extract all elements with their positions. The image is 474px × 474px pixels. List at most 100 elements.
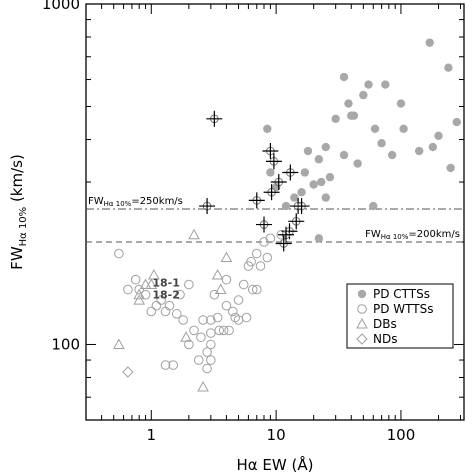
data-point-filled-circle	[444, 63, 453, 72]
data-point-open-circle	[262, 252, 273, 263]
data-point-open-circle	[134, 284, 144, 295]
data-point-filled-circle	[377, 139, 386, 148]
data-point-plus-circle	[275, 235, 292, 252]
legend-label: PD WTTSs	[373, 302, 433, 316]
data-point-open-circle	[251, 248, 262, 259]
data-point-open-circle	[168, 360, 179, 370]
data-point-open-triangle	[188, 228, 200, 240]
point-labels: 18-118-2	[152, 277, 180, 302]
legend-marker	[357, 289, 367, 299]
data-point-open-circle	[140, 289, 151, 300]
legend-label: DBs	[373, 317, 397, 331]
data-point-filled-circle	[425, 38, 434, 47]
data-point-plus-circle	[288, 213, 305, 230]
data-point-open-circle	[184, 339, 194, 350]
data-point-open-triangle	[113, 338, 125, 349]
data-point-open-circle	[255, 261, 266, 271]
data-point-open-circle	[202, 347, 212, 357]
data-point-filled-circle	[314, 234, 324, 243]
data-point-plus-circle	[265, 153, 282, 170]
data-point-open-circle	[196, 332, 206, 343]
data-point-open-triangle	[133, 288, 146, 300]
data-point-open-circle	[202, 363, 212, 374]
data-point-open-circle	[218, 325, 229, 336]
y-tick-label: 1000	[42, 0, 80, 13]
data-point-filled-circle	[309, 180, 318, 189]
data-point-filled-circle	[452, 117, 461, 127]
data-point-filled-circle	[344, 99, 353, 108]
data-point-open-circle	[156, 295, 166, 305]
data-point-open-circle	[151, 300, 162, 311]
data-point-open-circle	[238, 279, 249, 290]
data-point-filled-circle	[325, 172, 335, 182]
reference-lines: FWHα 10%=250km/s FWHα 10%=200km/s	[86, 196, 464, 243]
data-point-filled-circle	[364, 80, 373, 89]
data-point-open-circle	[198, 315, 208, 325]
data-point-filled-circle	[381, 80, 390, 89]
data-point-plus-circle	[206, 110, 223, 127]
data-point-open-triangle	[133, 294, 146, 305]
data-point-filled-circle	[339, 72, 349, 82]
data-point-plus-circle	[293, 198, 310, 215]
legend-marker	[357, 304, 367, 314]
data-point-open-circle	[160, 360, 171, 370]
x-tick-label: 1	[146, 426, 156, 444]
y-axis-title-units: (km/s)	[8, 154, 26, 207]
data-point-filled-circle	[290, 193, 299, 202]
data-point-open-circle	[130, 274, 141, 285]
data-point-filled-circle	[339, 150, 349, 160]
data-point-filled-circle	[353, 159, 362, 168]
data-point-open-circle	[193, 355, 204, 365]
plot-frame	[85, 3, 465, 421]
data-point-filled-circle	[321, 142, 330, 152]
data-point-open-triangle	[197, 380, 209, 392]
data-point-open-circle	[221, 274, 232, 285]
reference-line-label: FWHα 10%=200km/s	[365, 229, 460, 241]
data-point-plus-circle	[263, 184, 280, 201]
data-point-open-circle	[251, 284, 262, 295]
data-point-filled-circle	[370, 124, 380, 133]
data-point-filled-circle	[314, 155, 324, 164]
data-point-open-circle	[214, 325, 224, 336]
data-point-open-triangle	[148, 268, 160, 280]
data-point-open-circle	[233, 295, 244, 305]
data-point-filled-circle	[387, 150, 397, 160]
data-point-open-circle	[221, 300, 232, 311]
data-point-open-circle	[123, 284, 133, 295]
data-point-open-circle	[259, 237, 269, 247]
y-axis-title-sub: Hα 10%	[18, 207, 29, 247]
y-axis-title: FWHα 10% (km/s)	[8, 154, 29, 270]
data-point-open-circle	[206, 355, 216, 365]
x-tick-label: 10	[267, 426, 286, 444]
data-point-open-circle	[160, 306, 171, 317]
data-point-filled-circle	[331, 114, 340, 124]
data-point-plus-circle	[270, 174, 287, 191]
data-point-filled-circle	[396, 99, 406, 108]
data-point-open-circle	[184, 279, 194, 290]
data-point-open-circle	[212, 312, 223, 323]
point-label: 18-1	[152, 277, 180, 290]
data-point-filled-circle	[281, 201, 291, 211]
data-point-filled-circle	[263, 124, 272, 133]
data-point-filled-circle	[446, 163, 455, 173]
data-point-open-circle	[233, 315, 244, 325]
data-point-open-circle	[171, 309, 182, 319]
data-point-open-circle	[206, 328, 216, 338]
data-point-open-circle	[209, 289, 220, 300]
y-tick-label: 100	[51, 335, 80, 353]
data-point-open-circle	[206, 339, 216, 350]
data-point-filled-circle	[399, 124, 408, 133]
data-point-open-circle	[247, 284, 258, 295]
x-tick-label: 100	[387, 426, 416, 444]
axis-ticks	[85, 3, 464, 421]
data-point-filled-circle	[434, 131, 443, 141]
axis-tick-labels: 1 10 100 100 1000	[42, 0, 415, 444]
data-point-open-circle	[265, 233, 276, 244]
data-point-open-circle	[189, 325, 199, 336]
data-point-filled-circle	[297, 188, 306, 197]
data-point-plus-circle	[199, 198, 216, 215]
data-point-open-circle	[114, 248, 124, 259]
data-point-plus-circle	[248, 192, 265, 209]
data-point-open-circle	[228, 306, 238, 317]
